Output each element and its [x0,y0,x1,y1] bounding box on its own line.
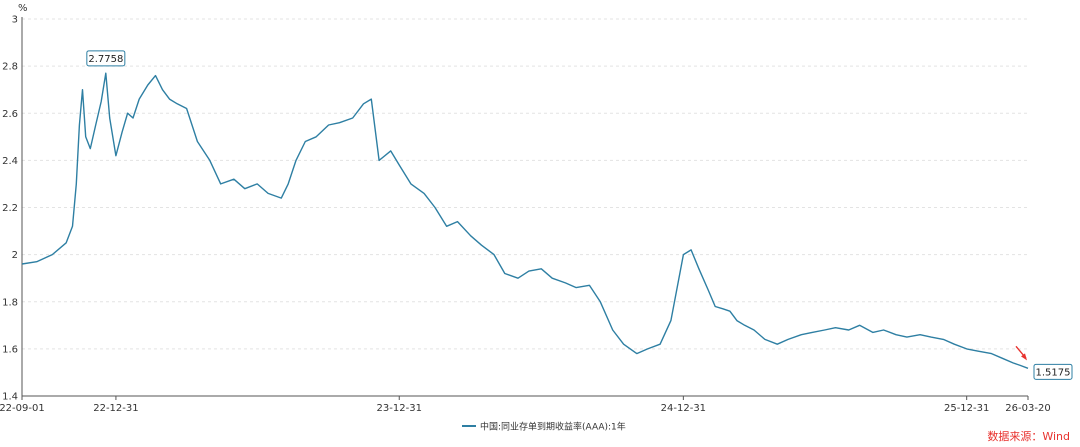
y-tick-label-2.4: 2.4 [2,156,18,167]
y-tick-label-3: 3 [12,15,18,26]
y-tick-label-2.2: 2.2 [2,203,18,214]
series-line-0 [21,72,1029,369]
y-tick-label-2.6: 2.6 [2,109,18,120]
x-tick-labels: 22-09-01 22-12-31 23-12-31 24-12-31 25-12-31… [0,396,1051,414]
x-tick-label-26-03-20: 26-03-20 [1005,403,1050,414]
callout-box-1 [1033,363,1073,380]
y-tick-label-2: 2 [12,250,18,261]
y-tick-labels: 1.4 1.6 1.8 2 2.2 2.4 2.6 2.8 3 [2,15,18,403]
source-note: 数据来源：Wind [987,430,1070,443]
value-callouts: 2.7758 1.5175 [86,50,1073,380]
legend-label-0: 中国:同业存单到期收益率(AAA):1年 [480,421,626,433]
x-tick-label-25-12-31: 25-12-31 [944,403,989,414]
y-axis-unit: % [18,3,28,14]
y-tick-label-2.8: 2.8 [2,62,18,73]
y-tick-label-1.4: 1.4 [2,392,18,403]
y-tick-label-1.6: 1.6 [2,344,18,355]
series-line-layer [21,72,1029,369]
callout-label-1: 1.5175 [1036,367,1071,378]
callout-box-0 [86,50,126,67]
axes [21,17,1028,397]
x-tick-label-22-09-01: 22-09-01 [0,403,45,414]
legend: 中国:同业存单到期收益率(AAA):1年 [462,421,626,433]
callout-label-0: 2.7758 [88,54,123,65]
grid-lines [22,18,1028,350]
x-tick-label-23-12-31: 23-12-31 [377,403,422,414]
x-tick-label-24-12-31: 24-12-31 [661,403,706,414]
callout-arrow-head [1021,353,1027,361]
x-tick-label-22-12-31: 22-12-31 [93,403,138,414]
y-tick-label-1.8: 1.8 [2,297,18,308]
